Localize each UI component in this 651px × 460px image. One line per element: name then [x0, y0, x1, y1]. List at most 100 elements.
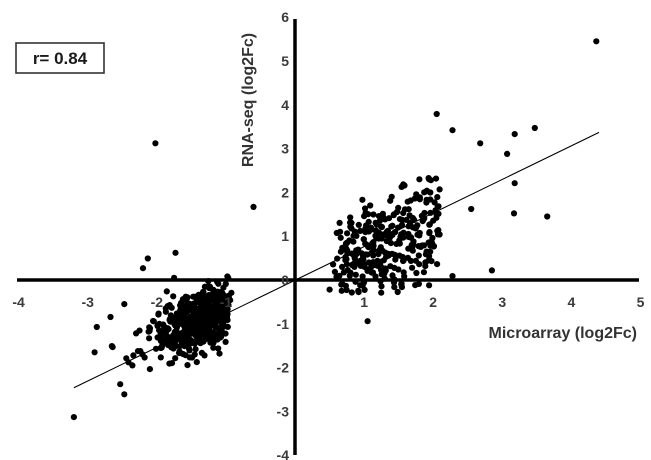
data-point	[213, 311, 220, 318]
y-tick-label: -4	[277, 447, 290, 460]
data-point	[339, 280, 346, 287]
data-point	[393, 240, 400, 247]
data-point	[387, 197, 394, 204]
data-point	[362, 240, 369, 247]
data-point	[359, 273, 366, 280]
y-tick-label: 6	[281, 9, 289, 25]
data-point	[411, 216, 418, 223]
data-point	[488, 267, 495, 274]
data-point	[144, 255, 151, 262]
correlation-label: r= 0.84	[33, 49, 88, 68]
data-point	[197, 331, 204, 338]
x-tick-label: 4	[568, 294, 576, 310]
data-point	[167, 315, 174, 322]
x-axis-title: Microarray (log2Fc)	[489, 325, 637, 342]
data-point	[416, 196, 423, 203]
data-point	[343, 286, 350, 294]
data-point	[340, 246, 347, 253]
data-point	[389, 272, 396, 279]
data-point	[206, 305, 213, 312]
data-point	[181, 311, 188, 318]
data-point	[172, 249, 179, 256]
data-point	[336, 219, 343, 226]
data-point	[342, 241, 349, 248]
data-point	[436, 186, 443, 193]
data-point	[382, 249, 389, 256]
data-point	[193, 359, 200, 366]
data-point	[228, 289, 235, 296]
data-point	[191, 351, 198, 358]
data-point	[399, 216, 406, 223]
data-point	[133, 330, 140, 337]
data-point	[347, 269, 354, 276]
data-point	[164, 303, 171, 310]
data-point	[504, 150, 511, 157]
data-point	[361, 213, 368, 220]
data-point	[412, 257, 419, 264]
data-point	[181, 341, 188, 349]
correlation-box-frame	[15, 42, 105, 74]
data-point	[379, 269, 386, 276]
data-point	[511, 131, 518, 138]
data-point	[150, 317, 157, 325]
data-point	[365, 218, 372, 225]
data-point	[344, 230, 351, 237]
data-point	[378, 289, 385, 296]
data-point	[370, 252, 377, 259]
data-point	[195, 311, 202, 318]
data-point	[216, 289, 223, 296]
data-point	[412, 225, 419, 232]
data-point	[192, 346, 199, 353]
data-point	[413, 269, 420, 277]
data-point	[435, 203, 442, 210]
data-point	[421, 215, 428, 222]
data-point	[370, 211, 377, 218]
data-point	[403, 216, 410, 223]
data-point	[158, 334, 165, 341]
x-tick-label: 1	[360, 294, 368, 310]
data-point	[198, 349, 205, 356]
data-point	[168, 344, 175, 351]
x-tick-label: -2	[151, 294, 164, 310]
data-point	[426, 176, 433, 183]
data-point	[361, 286, 368, 293]
data-point	[186, 300, 193, 307]
data-point	[364, 318, 371, 325]
data-point	[385, 215, 393, 222]
data-point	[179, 296, 186, 303]
data-point	[201, 325, 209, 332]
data-point	[428, 258, 435, 265]
data-point	[215, 345, 222, 352]
data-point	[185, 333, 192, 341]
data-point	[395, 224, 402, 231]
data-point	[389, 222, 396, 229]
data-point	[158, 344, 165, 351]
data-point	[347, 214, 354, 221]
data-point	[348, 289, 355, 296]
data-point	[449, 127, 456, 134]
data-point	[593, 38, 600, 45]
data-point	[401, 206, 409, 213]
data-point	[544, 213, 551, 220]
data-point	[477, 140, 484, 147]
data-point	[398, 183, 405, 190]
data-point	[163, 288, 170, 295]
data-point	[200, 288, 207, 295]
axes	[17, 19, 639, 455]
data-point	[224, 311, 231, 318]
data-point	[224, 306, 231, 313]
data-point	[415, 252, 422, 259]
data-point	[366, 266, 373, 273]
y-tick-label: 5	[281, 53, 289, 69]
data-point	[430, 243, 437, 250]
data-point	[531, 124, 538, 132]
data-point	[468, 205, 475, 213]
data-point	[139, 265, 147, 272]
data-point	[177, 306, 185, 314]
data-point	[157, 354, 164, 361]
data-point	[184, 362, 191, 369]
data-point	[378, 283, 385, 290]
data-point	[427, 209, 434, 216]
data-point	[220, 320, 227, 327]
data-point	[184, 316, 192, 323]
